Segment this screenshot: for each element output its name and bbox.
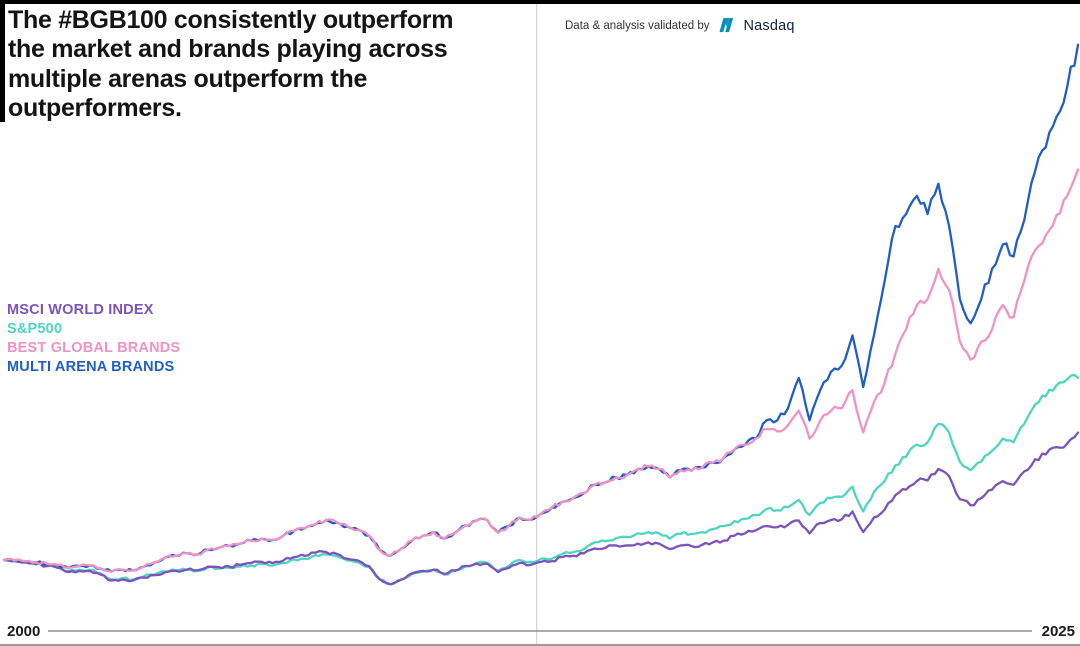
x-axis-label-start: 2000: [7, 623, 41, 640]
series-line-msci-world-index: [2, 431, 1080, 586]
nasdaq-logo-icon: [720, 18, 734, 33]
legend-item-best-global-brands: BEST GLOBAL BRANDS: [7, 340, 181, 356]
x-axis-label-end: 2025: [1041, 623, 1075, 640]
series-line-best-global-brands: [2, 168, 1080, 573]
top-border: [0, 0, 1080, 4]
title-accent-bar: [0, 0, 5, 122]
legend-item-multi-arena-brands: MULTI ARENA BRANDS: [7, 359, 175, 375]
legend-item-msci: MSCI WORLD INDEX: [7, 302, 154, 318]
page-title: The #BGB100 consistently outperform the …: [8, 6, 454, 122]
chart-legend: MSCI WORLD INDEX S&P500 BEST GLOBAL BRAN…: [7, 301, 180, 376]
validation-text: Data & analysis validated by: [565, 19, 710, 32]
nasdaq-wordmark: Nasdaq: [743, 17, 795, 34]
bottom-border: [0, 644, 1080, 646]
legend-item-sp500: S&P500: [7, 321, 63, 337]
series-line-s-p500: [2, 373, 1080, 586]
validation-badge: Data & analysis validated by Nasdaq: [565, 16, 795, 35]
